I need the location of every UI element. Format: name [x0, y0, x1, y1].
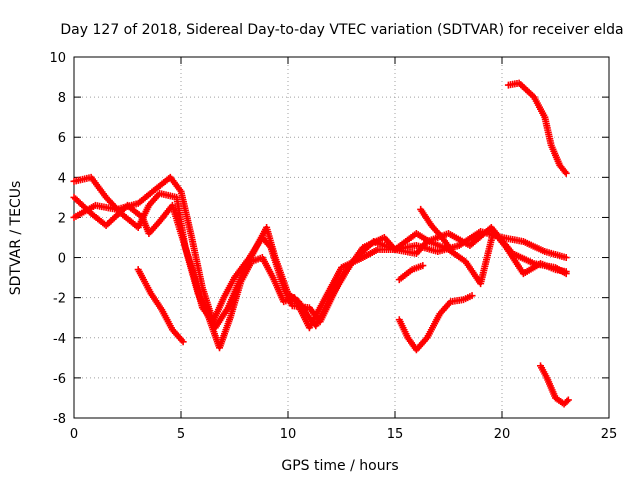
data-marks: [70, 79, 572, 408]
y-tick-label: 0: [58, 252, 66, 267]
axis-ticks: 0 5 10 15 20 25 -8 -6 -4 -2 0 2 4 6 8 10: [49, 51, 617, 442]
series-track-6: [417, 205, 455, 254]
y-axis-label: SDTVAR / TECUs: [8, 181, 24, 296]
y-tick-label: -8: [53, 412, 66, 427]
y-tick-label: -6: [53, 372, 66, 387]
y-tick-label: 4: [58, 171, 66, 186]
data-point: [562, 169, 570, 177]
grid: [74, 57, 609, 418]
x-tick-label: 15: [387, 427, 404, 442]
series-track-7: [395, 262, 427, 284]
x-tick-label: 25: [601, 427, 618, 442]
data-point: [564, 396, 572, 404]
series-track-8: [504, 79, 570, 177]
series-track-5: [395, 292, 476, 354]
y-tick-label: -2: [53, 292, 66, 307]
x-tick-label: 5: [177, 427, 185, 442]
y-tick-label: -4: [53, 332, 66, 347]
plot-frame: [73, 56, 610, 419]
data-point: [562, 254, 570, 262]
y-tick-label: 2: [58, 211, 66, 226]
series-track-9: [537, 362, 572, 408]
series-track-4: [134, 266, 187, 346]
x-tick-label: 10: [280, 427, 297, 442]
x-axis-label: GPS time / hours: [281, 458, 398, 474]
data-point: [468, 292, 476, 300]
data-point: [562, 268, 570, 276]
chart-title: Day 127 of 2018, Sidereal Day-to-day VTE…: [60, 22, 623, 38]
data-point: [447, 246, 455, 254]
data-point: [419, 262, 427, 270]
series-track-3: [70, 173, 570, 352]
data-point: [563, 397, 571, 405]
x-tick-label: 20: [494, 427, 511, 442]
y-tick-label: 6: [58, 131, 66, 146]
y-tick-label: 10: [49, 51, 66, 66]
y-tick-label: 8: [58, 91, 66, 106]
data-point: [179, 338, 187, 346]
x-tick-label: 0: [70, 427, 78, 442]
